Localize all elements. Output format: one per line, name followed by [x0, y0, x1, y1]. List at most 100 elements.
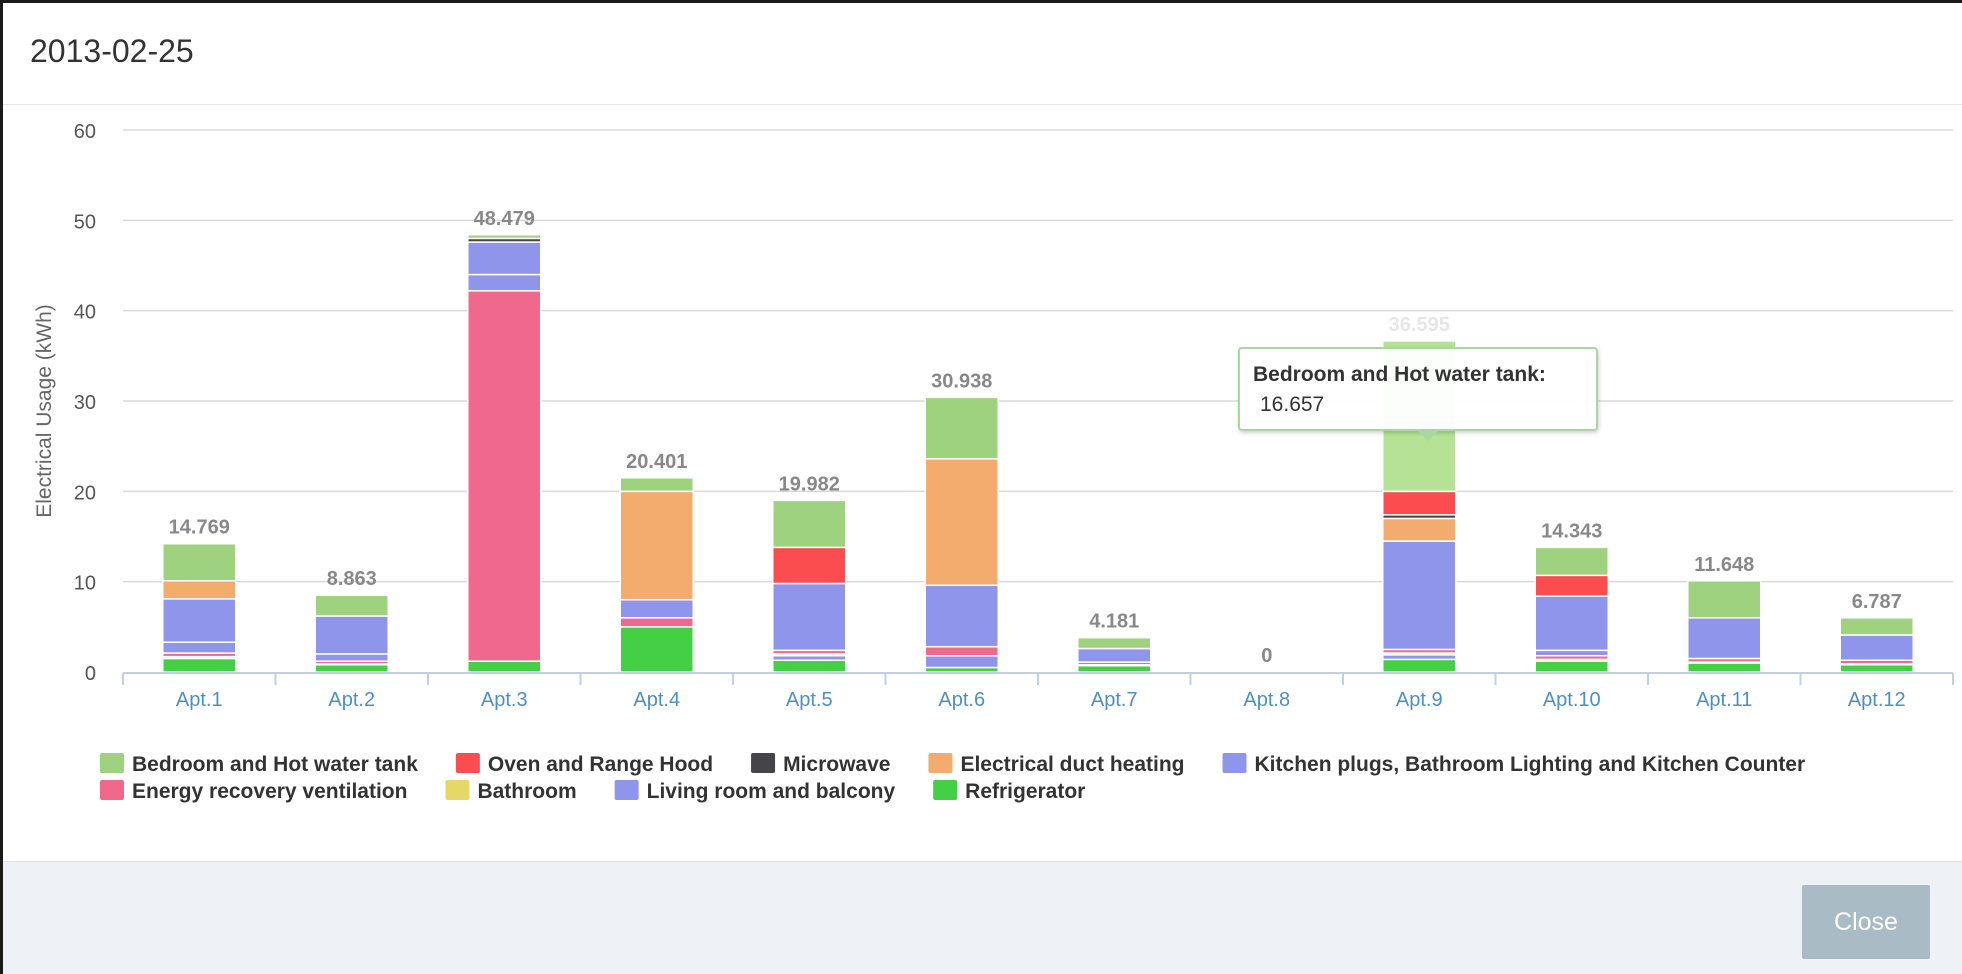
bar-segment[interactable]: [1687, 580, 1762, 619]
modal-title: 2013-02-25: [30, 33, 194, 69]
bar-segment[interactable]: [162, 657, 237, 673]
y-tick-label: 30: [74, 392, 96, 414]
legend-item[interactable]: Electrical duct heating: [928, 753, 1185, 776]
bar-segment[interactable]: [924, 584, 999, 648]
y-tick-label: 60: [74, 121, 96, 143]
bar-segment[interactable]: [1382, 658, 1457, 673]
bar-segment[interactable]: [772, 499, 847, 549]
legend-item[interactable]: Energy recovery ventilation: [100, 780, 407, 803]
bar-segment[interactable]: [314, 653, 389, 662]
legend-swatch: [1222, 753, 1247, 773]
legend-item[interactable]: Microwave: [751, 753, 890, 776]
bar-segment[interactable]: [1077, 664, 1152, 673]
bar-segment[interactable]: [1077, 636, 1152, 650]
bar-segment[interactable]: [619, 617, 694, 628]
bar-segment[interactable]: [467, 234, 542, 240]
grid-lines: [123, 129, 1953, 583]
x-category-label[interactable]: Apt.8: [1243, 689, 1290, 711]
legend-swatch: [751, 753, 776, 773]
legend-item[interactable]: Bathroom: [445, 780, 577, 803]
legend-swatch: [455, 753, 480, 773]
stack-total-label: 30.938: [931, 370, 992, 392]
y-axis-title: Electrical Usage (kWh): [33, 304, 56, 518]
x-category-label[interactable]: Apt.6: [938, 689, 985, 711]
bar-segment[interactable]: [619, 626, 694, 673]
legend-label: Electrical duct heating: [960, 753, 1184, 776]
bar-segment[interactable]: [467, 241, 542, 276]
bar-segment[interactable]: [162, 641, 237, 654]
bar-segment[interactable]: [924, 396, 999, 460]
tooltip-series-name: Bedroom and Hot water tank:: [1253, 363, 1546, 386]
x-category-label[interactable]: Apt.1: [176, 689, 223, 711]
x-category-label[interactable]: Apt.5: [786, 689, 833, 711]
bar-segment[interactable]: [162, 542, 237, 582]
bar-segment[interactable]: [924, 645, 999, 657]
bar-segment[interactable]: [1077, 647, 1152, 663]
bar-segment[interactable]: [1687, 617, 1762, 660]
tooltip-pointer: [1418, 431, 1438, 441]
close-button[interactable]: Close: [1802, 885, 1930, 959]
bar-segment[interactable]: [467, 273, 542, 292]
legend[interactable]: Bedroom and Hot water tank Oven and Range…: [100, 753, 1805, 803]
bar-segment[interactable]: [1382, 540, 1457, 651]
bar-segment[interactable]: [1534, 660, 1609, 673]
legend-swatch: [933, 780, 958, 800]
bar-segment[interactable]: [772, 659, 847, 673]
y-tick-label: 40: [74, 302, 96, 324]
chart-tooltip: Bedroom and Hot water tank: 16.657: [1238, 347, 1598, 441]
bar-segment[interactable]: [314, 664, 389, 673]
bar-segment[interactable]: [467, 290, 542, 662]
bar-segment[interactable]: [314, 615, 389, 655]
bar-segment[interactable]: [1534, 595, 1609, 652]
stack-total-label: 14.769: [169, 517, 230, 539]
bar-segment[interactable]: [1839, 634, 1914, 662]
bar-segment[interactable]: [1687, 662, 1762, 673]
stack-total-label: 11.648: [1694, 554, 1754, 576]
stack-total-label: 48.479: [474, 208, 535, 230]
bar-segment[interactable]: [162, 580, 237, 600]
x-category-label[interactable]: Apt.3: [481, 689, 528, 711]
y-tick-label: 20: [74, 482, 96, 504]
bar-segment[interactable]: [314, 594, 389, 617]
bar-segment[interactable]: [924, 654, 999, 669]
bar-segment[interactable]: [1534, 574, 1609, 597]
bar-segment[interactable]: [467, 660, 542, 673]
bar-segment[interactable]: [772, 582, 847, 652]
legend-item[interactable]: Bedroom and Hot water tank: [100, 753, 418, 776]
x-category-label[interactable]: Apt.2: [328, 689, 375, 711]
bar-series[interactable]: [162, 234, 1914, 673]
bar-segment[interactable]: [772, 546, 847, 585]
y-tick-label: 50: [74, 211, 96, 233]
legend-item[interactable]: Oven and Range Hood: [455, 753, 713, 776]
x-category-label[interactable]: Apt.11: [1696, 689, 1752, 711]
bar-segment[interactable]: [1839, 664, 1914, 673]
stack-total-label: 20.401: [626, 451, 687, 473]
bar-segment[interactable]: [1534, 546, 1609, 577]
stack-total-label: 19.982: [779, 473, 840, 495]
stack-total-label: 14.343: [1541, 520, 1602, 542]
x-category-label[interactable]: Apt.9: [1396, 689, 1443, 711]
x-category-label[interactable]: Apt.4: [633, 689, 680, 711]
bar-segment[interactable]: [162, 598, 237, 643]
bar-segment[interactable]: [619, 598, 694, 619]
modal-footer: Close: [3, 861, 1962, 974]
x-category-label[interactable]: Apt.12: [1848, 689, 1906, 711]
bar-segment[interactable]: [1534, 649, 1609, 657]
legend-item[interactable]: Living room and balcony: [614, 780, 896, 803]
legend-label: Microwave: [783, 753, 890, 776]
bar-segment[interactable]: [1382, 490, 1457, 516]
legend-swatch: [100, 753, 124, 773]
bar-segment[interactable]: [924, 458, 999, 587]
bar-segment[interactable]: [1839, 617, 1914, 636]
bar-segment[interactable]: [1382, 517, 1457, 542]
modal-header: 2013-02-25: [3, 3, 1962, 105]
bar-segment[interactable]: [619, 490, 694, 601]
x-category-label[interactable]: Apt.7: [1091, 689, 1138, 711]
stack-total-label: 8.863: [327, 568, 377, 590]
legend-label: Kitchen plugs, Bathroom Lighting and Kit…: [1255, 753, 1806, 776]
legend-item[interactable]: Refrigerator: [933, 780, 1085, 803]
legend-item[interactable]: Kitchen plugs, Bathroom Lighting and Kit…: [1222, 753, 1806, 776]
x-category-label[interactable]: Apt.10: [1543, 689, 1601, 711]
bar-segment[interactable]: [619, 477, 694, 493]
